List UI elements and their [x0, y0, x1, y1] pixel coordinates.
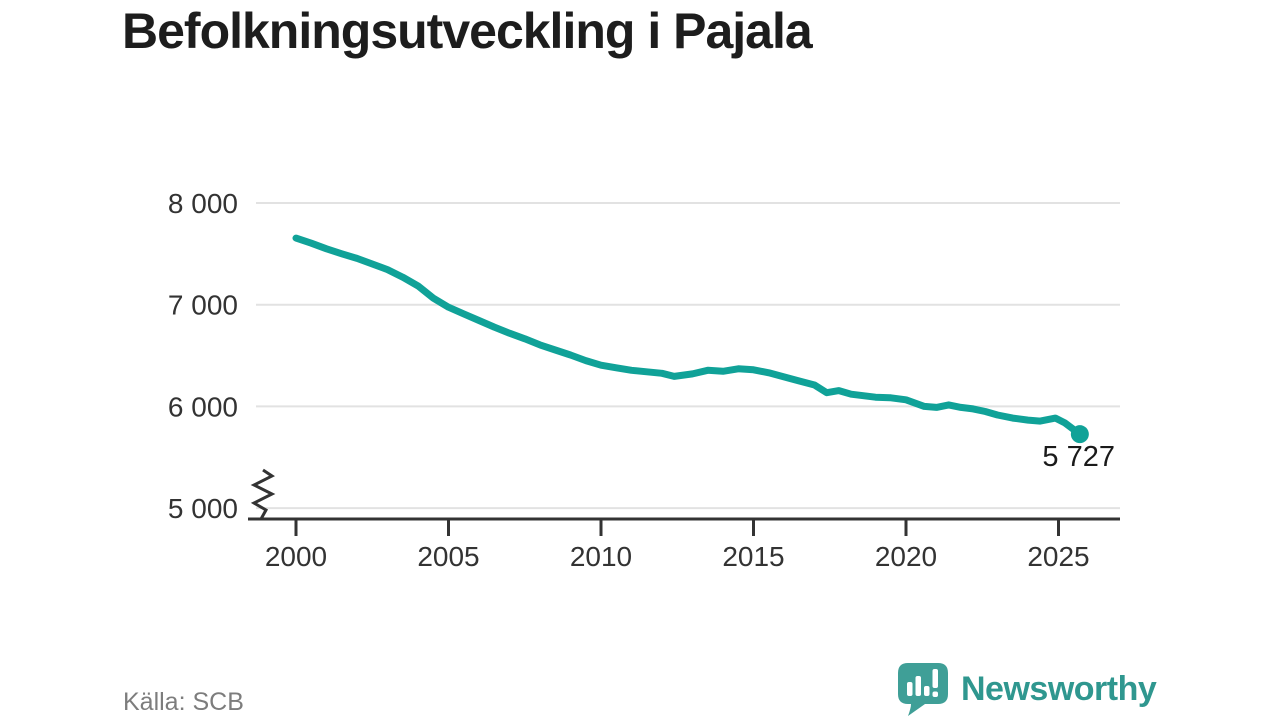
series-end-value-label: 5 727 [1042, 441, 1115, 473]
x-axis-tick-label: 2015 [722, 541, 784, 572]
newsworthy-logo-text: Newsworthy [961, 670, 1157, 708]
x-axis-tick-label: 2025 [1027, 541, 1089, 572]
chart-title: Befolkningsutveckling i Pajala [122, 3, 813, 59]
newsworthy-bubble-chart-icon [898, 663, 948, 716]
y-axis-tick-label: 7 000 [168, 290, 238, 321]
series-end-dot [1070, 425, 1089, 444]
newsworthy-logo: Newsworthy [897, 662, 1157, 717]
source-label: Källa: SCB [123, 688, 244, 716]
x-axis-tick-label: 2020 [875, 541, 937, 572]
x-axis-tick-label: 2000 [265, 541, 327, 572]
population-line-chart: 8 000 7 000 6 000 5 000 2000 2005 2010 2015 2020… [168, 188, 1120, 572]
x-axis-tick-label: 2010 [570, 541, 632, 572]
y-axis-tick-label: 8 000 [168, 188, 238, 219]
x-axis-tick-label: 2005 [417, 541, 479, 572]
y-axis-break-icon [250, 468, 276, 520]
y-axis-tick-label: 5 000 [168, 493, 238, 524]
y-axis-tick-label: 6 000 [168, 391, 238, 422]
population-series-line [292, 234, 1084, 438]
